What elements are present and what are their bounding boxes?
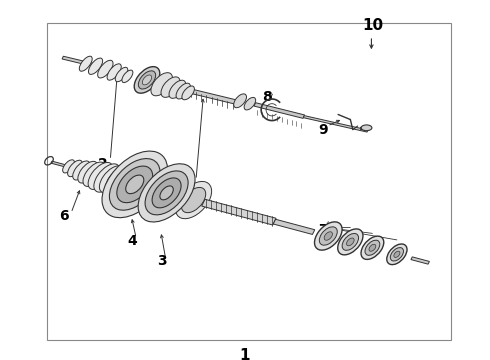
Polygon shape xyxy=(303,116,368,132)
Ellipse shape xyxy=(338,229,363,255)
Text: 1: 1 xyxy=(240,348,250,360)
Ellipse shape xyxy=(142,75,152,85)
Ellipse shape xyxy=(152,178,181,208)
Ellipse shape xyxy=(151,73,172,96)
Polygon shape xyxy=(273,219,315,234)
Ellipse shape xyxy=(73,161,90,180)
Text: 10: 10 xyxy=(362,18,383,33)
Ellipse shape xyxy=(79,56,92,71)
Ellipse shape xyxy=(94,164,120,192)
Ellipse shape xyxy=(134,67,160,93)
Ellipse shape xyxy=(324,232,332,240)
Ellipse shape xyxy=(102,151,168,218)
Text: 6: 6 xyxy=(59,209,69,223)
Bar xyxy=(47,23,451,340)
Ellipse shape xyxy=(361,125,372,131)
Ellipse shape xyxy=(160,186,173,200)
Ellipse shape xyxy=(387,244,407,265)
Text: 8: 8 xyxy=(262,90,272,104)
Ellipse shape xyxy=(109,158,160,210)
Ellipse shape xyxy=(175,181,212,219)
Ellipse shape xyxy=(369,244,376,251)
Polygon shape xyxy=(62,56,116,72)
Ellipse shape xyxy=(115,67,128,82)
Text: 3: 3 xyxy=(157,254,167,268)
Ellipse shape xyxy=(391,248,403,261)
Ellipse shape xyxy=(63,160,74,173)
Text: 4: 4 xyxy=(127,234,137,248)
Polygon shape xyxy=(411,257,429,264)
Ellipse shape xyxy=(161,77,180,97)
Ellipse shape xyxy=(88,162,113,189)
Ellipse shape xyxy=(394,251,400,257)
Ellipse shape xyxy=(319,227,337,245)
Ellipse shape xyxy=(138,164,195,222)
Polygon shape xyxy=(202,199,276,225)
Ellipse shape xyxy=(68,160,82,177)
Ellipse shape xyxy=(346,238,354,246)
Ellipse shape xyxy=(361,236,384,260)
Polygon shape xyxy=(158,81,236,104)
Ellipse shape xyxy=(99,166,124,193)
Ellipse shape xyxy=(145,171,188,215)
Ellipse shape xyxy=(182,86,195,100)
Ellipse shape xyxy=(365,240,380,255)
Ellipse shape xyxy=(342,233,359,250)
Ellipse shape xyxy=(315,222,342,250)
Ellipse shape xyxy=(176,83,191,99)
Ellipse shape xyxy=(89,58,102,75)
Text: 2: 2 xyxy=(98,157,108,171)
Text: 9: 9 xyxy=(318,123,328,136)
Ellipse shape xyxy=(244,98,256,110)
Ellipse shape xyxy=(181,188,206,213)
Ellipse shape xyxy=(169,80,186,98)
Ellipse shape xyxy=(122,70,133,82)
Ellipse shape xyxy=(83,162,105,186)
Ellipse shape xyxy=(78,161,98,183)
Ellipse shape xyxy=(105,168,128,193)
Ellipse shape xyxy=(234,94,246,108)
Polygon shape xyxy=(51,161,67,167)
Polygon shape xyxy=(254,103,305,118)
Ellipse shape xyxy=(138,71,156,89)
Ellipse shape xyxy=(126,175,144,194)
Ellipse shape xyxy=(98,60,113,78)
Ellipse shape xyxy=(117,166,153,203)
Text: 7: 7 xyxy=(318,224,328,237)
Ellipse shape xyxy=(107,64,121,80)
Text: 5: 5 xyxy=(186,177,196,190)
